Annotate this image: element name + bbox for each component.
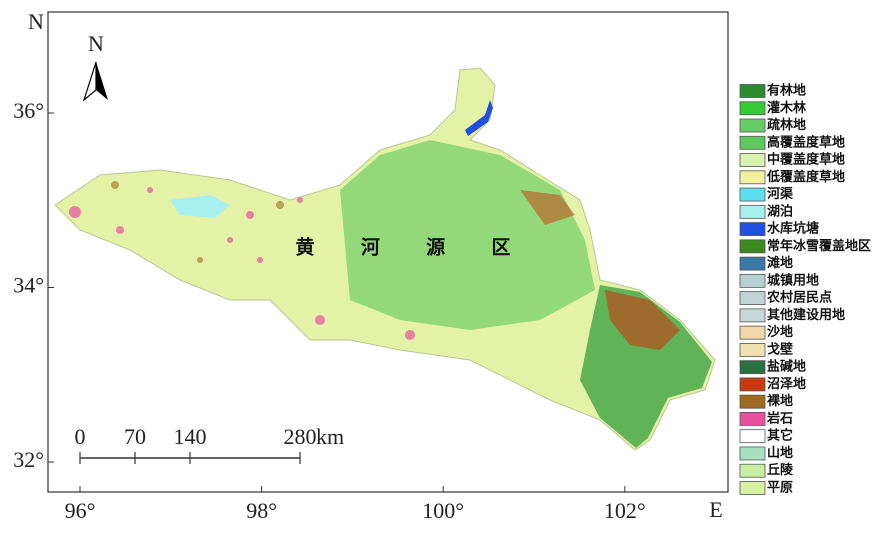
legend-label: 平原 bbox=[767, 480, 793, 495]
legend-label: 河渠 bbox=[767, 186, 794, 202]
legend-swatch bbox=[739, 412, 766, 426]
legend-swatch bbox=[739, 394, 766, 409]
legend-label: 常年冰雪覆盖地区 bbox=[767, 238, 871, 254]
generated: 36° 34° 32° 96° 98° 100° 102° 0 70 140 280 km 有林地灌木林… bbox=[13, 83, 871, 524]
legend-label: 山地 bbox=[767, 445, 793, 461]
legend-label: 裸地 bbox=[767, 393, 793, 409]
compass-label: N bbox=[88, 31, 104, 56]
legend-swatch bbox=[739, 377, 766, 392]
lon-tick-label: 102° bbox=[604, 498, 646, 523]
legend-label: 戈壁 bbox=[767, 341, 793, 357]
legend-swatch bbox=[739, 481, 766, 495]
legend-label: 滩地 bbox=[767, 255, 793, 271]
legend-swatch bbox=[739, 273, 766, 288]
legend-swatch bbox=[739, 360, 766, 375]
lat-tick-label: 32° bbox=[13, 447, 44, 472]
region-shape bbox=[54, 67, 716, 451]
legend-label: 沙地 bbox=[767, 324, 793, 340]
north-arrow: N bbox=[82, 31, 108, 102]
legend-swatch bbox=[739, 101, 766, 116]
lon-tick-label: 96° bbox=[65, 498, 96, 523]
legend-label: 其他建设用地 bbox=[767, 307, 845, 323]
legend-label: 沼泽地 bbox=[767, 376, 806, 392]
east-label: E bbox=[709, 497, 722, 522]
scale-tick-label: 280 bbox=[284, 424, 317, 449]
legend-swatch bbox=[739, 342, 766, 357]
legend-swatch bbox=[739, 256, 766, 271]
legend-swatch bbox=[739, 135, 766, 150]
legend-label: 湖泊 bbox=[767, 203, 793, 219]
lat-tick-label: 34° bbox=[13, 273, 44, 298]
legend-swatch bbox=[739, 153, 766, 167]
legend-swatch bbox=[739, 239, 766, 254]
legend-label: 盐碱地 bbox=[767, 359, 806, 375]
legend-label: 低覆盖度草地 bbox=[766, 169, 845, 185]
legend-label: 有林地 bbox=[767, 83, 806, 99]
lon-tick-label: 98° bbox=[246, 498, 277, 523]
legend-label: 城镇用地 bbox=[767, 272, 819, 288]
scale-tick-label: 70 bbox=[124, 424, 146, 449]
legend-label: 中覆盖度草地 bbox=[767, 152, 845, 168]
legend-swatch bbox=[739, 429, 766, 444]
lat-tick-label: 36° bbox=[13, 98, 44, 123]
legend-swatch bbox=[739, 291, 766, 306]
legend-swatch bbox=[739, 187, 766, 202]
scale-unit: km bbox=[316, 424, 344, 449]
legend-swatch bbox=[739, 118, 766, 133]
legend-swatch bbox=[739, 463, 766, 478]
legend-swatch bbox=[739, 308, 766, 323]
legend-label: 水库坑塘 bbox=[767, 221, 819, 237]
north-label: N bbox=[28, 9, 44, 34]
legend-swatch bbox=[739, 204, 766, 219]
lon-tick-label: 100° bbox=[422, 498, 464, 523]
legend-label: 高覆盖度草地 bbox=[767, 134, 845, 150]
scale-tick-label: 140 bbox=[174, 424, 207, 449]
legend-label: 岩石 bbox=[766, 410, 793, 426]
legend-label: 灌木林 bbox=[767, 100, 806, 116]
legend-swatch bbox=[739, 170, 766, 185]
legend-label: 农村居民点 bbox=[766, 290, 832, 306]
legend-swatch bbox=[739, 222, 766, 236]
legend-swatch bbox=[739, 446, 766, 461]
legend-swatch bbox=[739, 84, 766, 98]
legend-swatch bbox=[739, 325, 766, 340]
scale-tick-label: 0 bbox=[75, 424, 86, 449]
legend-label: 其它 bbox=[767, 428, 793, 444]
legend-label: 丘陵 bbox=[767, 462, 794, 478]
legend-label: 疏林地 bbox=[767, 117, 806, 133]
